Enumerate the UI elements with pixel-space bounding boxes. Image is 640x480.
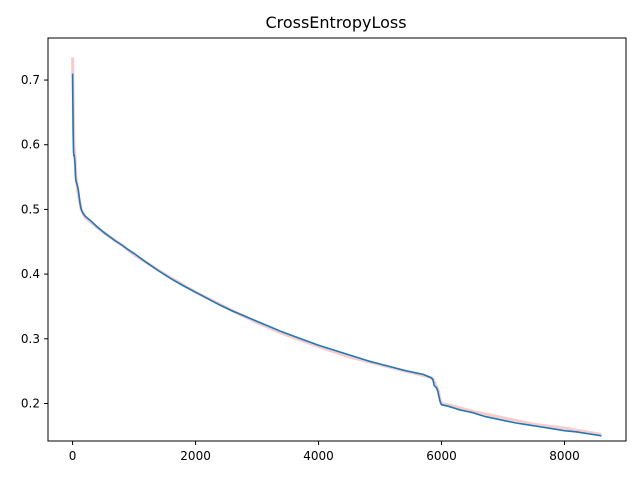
y-tick-label: 0.4 [21, 267, 40, 281]
y-tick-label: 0.6 [21, 138, 40, 152]
smoothed-loss-series [71, 73, 602, 437]
plot-frame [47, 37, 627, 442]
x-tick-label: 8000 [549, 449, 580, 463]
y-axis: 0.2 0.3 0.4 0.5 0.6 0.7 [21, 73, 48, 410]
x-tick-label: 6000 [426, 449, 457, 463]
chart-title: CrossEntropyLoss [265, 13, 406, 32]
y-tick-label: 0.5 [21, 202, 40, 216]
smoothed-loss-line [71, 73, 602, 437]
x-tick-label: 0 [69, 449, 77, 463]
x-tick-label: 4000 [303, 449, 334, 463]
y-tick-label: 0.2 [21, 396, 40, 410]
x-axis: 0 2000 4000 6000 8000 [69, 441, 580, 463]
y-tick-label: 0.7 [21, 73, 40, 87]
x-tick-label: 2000 [180, 449, 211, 463]
y-tick-label: 0.3 [21, 332, 40, 346]
